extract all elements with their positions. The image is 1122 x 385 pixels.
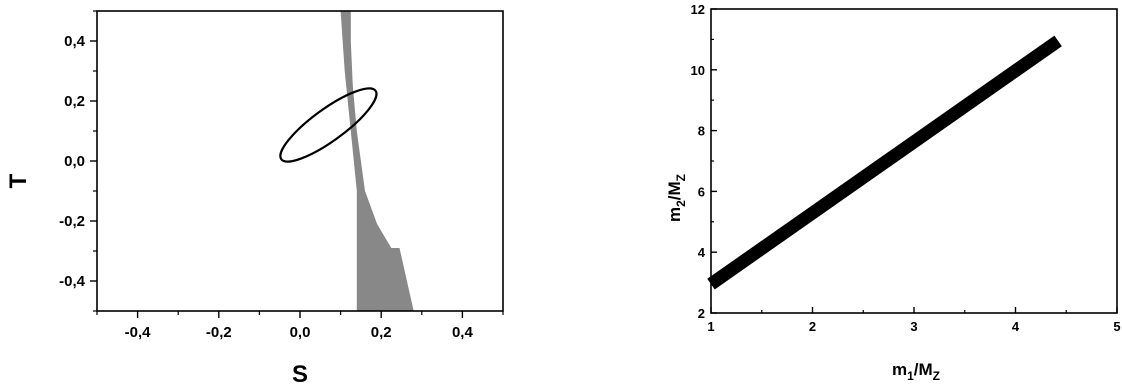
x-tick-label: 0,0: [290, 324, 311, 341]
y-tick-label: 2: [698, 306, 705, 321]
x-axis-label: m1/MZ: [892, 360, 940, 383]
chart-s-t: -0,4 -0,2 0,0 0,2 0,4 -0,4 -0,2 0,0 0,2 0,4 S T: [5, 10, 504, 385]
x-tick-label: 5: [1113, 319, 1120, 334]
x-tick-label: 1: [707, 319, 714, 334]
y-tick-label: 0,2: [64, 93, 85, 110]
x-axis-ticks: -0,4 -0,2 0,0 0,2 0,4: [96, 311, 504, 341]
plot-frame: [96, 10, 504, 312]
y-tick-label: -0,4: [59, 273, 86, 290]
y-axis-ticks: -0,4 -0,2 0,0 0,2 0,4: [59, 10, 97, 312]
y-tick-label: 10: [691, 63, 705, 78]
confidence-ellipse: [279, 87, 378, 163]
x-tick-label: 0,4: [452, 324, 474, 341]
plot-frame: [710, 8, 1118, 314]
x-tick-label: 4: [1012, 319, 1020, 334]
x-tick-label: -0,4: [125, 324, 152, 341]
y-axis-label: m2/MZ: [665, 174, 688, 222]
y-tick-label: 0,4: [64, 33, 86, 50]
x-tick-label: 3: [910, 319, 917, 334]
y-axis-label: T: [5, 173, 32, 188]
x-tick-label: -0,2: [206, 324, 232, 341]
y-tick-label: 4: [698, 245, 706, 260]
y-tick-label: -0,2: [59, 213, 85, 230]
y-axis-ticks: 2 4 6 8 10 12: [691, 2, 717, 321]
x-tick-label: 2: [809, 319, 816, 334]
x-axis-ticks: 1 2 3 4 5: [707, 307, 1121, 334]
allowed-region: [340, 11, 414, 311]
y-tick-label: 8: [698, 124, 705, 139]
y-tick-label: 6: [698, 184, 705, 199]
series-line: [707, 35, 1062, 290]
y-tick-label: 12: [691, 2, 705, 17]
x-axis-label: S: [292, 361, 308, 385]
y-tick-label: 0,0: [64, 153, 85, 170]
x-tick-label: 0,2: [371, 324, 392, 341]
